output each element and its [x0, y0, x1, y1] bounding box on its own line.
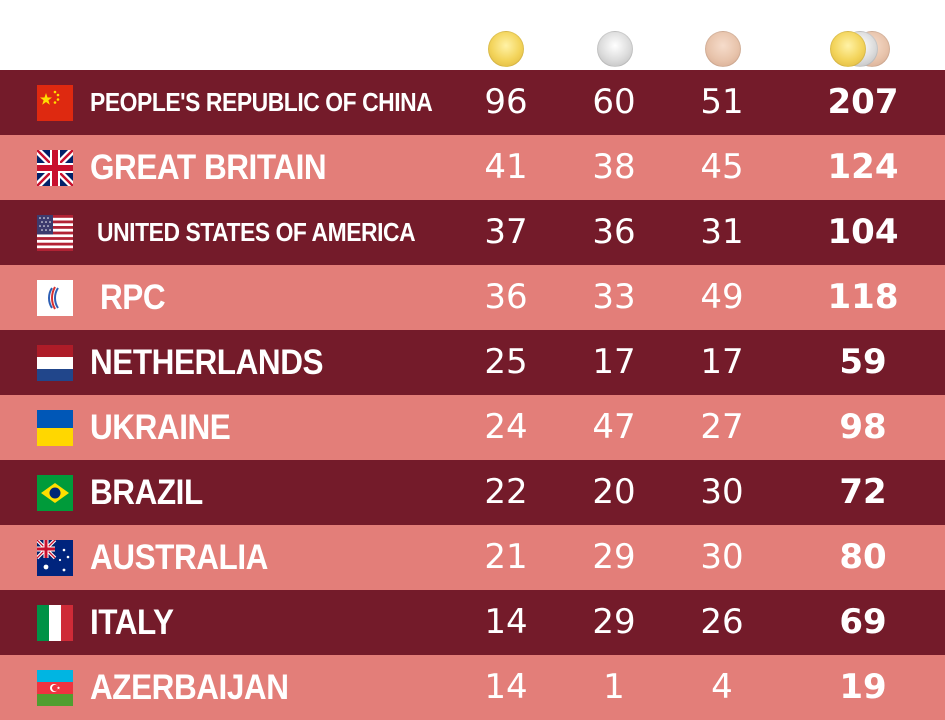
- silver-count: 29: [592, 602, 636, 642]
- total-count: 98: [839, 407, 887, 447]
- table-row: PEOPLE'S REPUBLIC OF CHINA 96 60 51 207: [0, 70, 945, 135]
- silver-count: 29: [592, 537, 636, 577]
- gold-count: 25: [484, 342, 528, 382]
- total-count: 69: [839, 602, 887, 642]
- total-count: 104: [827, 212, 899, 252]
- total-count: 19: [839, 667, 887, 707]
- bronze-count: 17: [700, 342, 744, 382]
- silver-count: 60: [592, 82, 636, 122]
- total-count: 80: [839, 537, 887, 577]
- table-row: UKRAINE 24 47 27 98: [0, 395, 945, 460]
- total-medals-icon: [830, 31, 896, 67]
- italy-flag-icon: [37, 605, 73, 641]
- rpc-flag-icon: [37, 280, 73, 316]
- netherlands-flag-icon: [37, 345, 73, 381]
- uk-flag-icon: [37, 150, 73, 186]
- ukraine-flag-icon: [37, 410, 73, 446]
- country-name: AUSTRALIA: [90, 538, 268, 577]
- gold-count: 96: [484, 82, 528, 122]
- table-row: BRAZIL 22 20 30 72: [0, 460, 945, 525]
- gold-medal-icon: [488, 31, 524, 67]
- silver-count: 36: [592, 212, 636, 252]
- gold-count: 14: [484, 602, 528, 642]
- australia-flag-icon: [37, 540, 73, 576]
- country-name: BRAZIL: [90, 473, 203, 512]
- silver-count: 47: [592, 407, 636, 447]
- table-row: NETHERLANDS 25 17 17 59: [0, 330, 945, 395]
- bronze-count: 30: [700, 537, 744, 577]
- country-name: PEOPLE'S REPUBLIC OF CHINA: [90, 87, 433, 117]
- bronze-medal-icon: [705, 31, 741, 67]
- country-name: GREAT BRITAIN: [90, 148, 327, 187]
- gold-count: 41: [484, 147, 528, 187]
- bronze-count: 26: [700, 602, 744, 642]
- country-name: UNITED STATES OF AMERICA: [97, 217, 416, 247]
- total-count: 124: [827, 147, 899, 187]
- gold-count: 36: [484, 277, 528, 317]
- gold-count: 37: [484, 212, 528, 252]
- bronze-count: 51: [700, 82, 744, 122]
- silver-count: 33: [592, 277, 636, 317]
- silver-count: 38: [592, 147, 636, 187]
- bronze-count: 4: [711, 667, 733, 707]
- gold-count: 14: [484, 667, 528, 707]
- gold-count: 22: [484, 472, 528, 512]
- table-row: GREAT BRITAIN 41 38 45 124: [0, 135, 945, 200]
- medal-table: PEOPLE'S REPUBLIC OF CHINA 96 60 51 207 …: [0, 70, 945, 720]
- silver-medal-icon: [597, 31, 633, 67]
- country-name: AZERBAIJAN: [90, 668, 289, 707]
- total-count: 59: [839, 342, 887, 382]
- medal-header: [0, 0, 945, 70]
- silver-count: 1: [603, 667, 625, 707]
- table-row: RPC 36 33 49 118: [0, 265, 945, 330]
- bronze-count: 45: [700, 147, 744, 187]
- table-row: ITALY 14 29 26 69: [0, 590, 945, 655]
- total-count: 72: [839, 472, 887, 512]
- table-row: UNITED STATES OF AMERICA 37 36 31 104: [0, 200, 945, 265]
- brazil-flag-icon: [37, 475, 73, 511]
- bronze-count: 27: [700, 407, 744, 447]
- azerbaijan-flag-icon: [37, 670, 73, 706]
- bronze-count: 31: [700, 212, 744, 252]
- silver-count: 17: [592, 342, 636, 382]
- table-row: AZERBAIJAN 14 1 4 19: [0, 655, 945, 720]
- gold-count: 24: [484, 407, 528, 447]
- bronze-count: 49: [700, 277, 744, 317]
- country-name: NETHERLANDS: [90, 343, 324, 382]
- gold-count: 21: [484, 537, 528, 577]
- usa-flag-icon: [37, 215, 73, 251]
- bronze-count: 30: [700, 472, 744, 512]
- country-name: UKRAINE: [90, 408, 231, 447]
- table-row: AUSTRALIA 21 29 30 80: [0, 525, 945, 590]
- country-name: RPC: [100, 278, 166, 317]
- country-name: ITALY: [90, 603, 174, 642]
- total-count: 207: [827, 82, 899, 122]
- silver-count: 20: [592, 472, 636, 512]
- china-flag-icon: [37, 85, 73, 121]
- total-count: 118: [827, 277, 899, 317]
